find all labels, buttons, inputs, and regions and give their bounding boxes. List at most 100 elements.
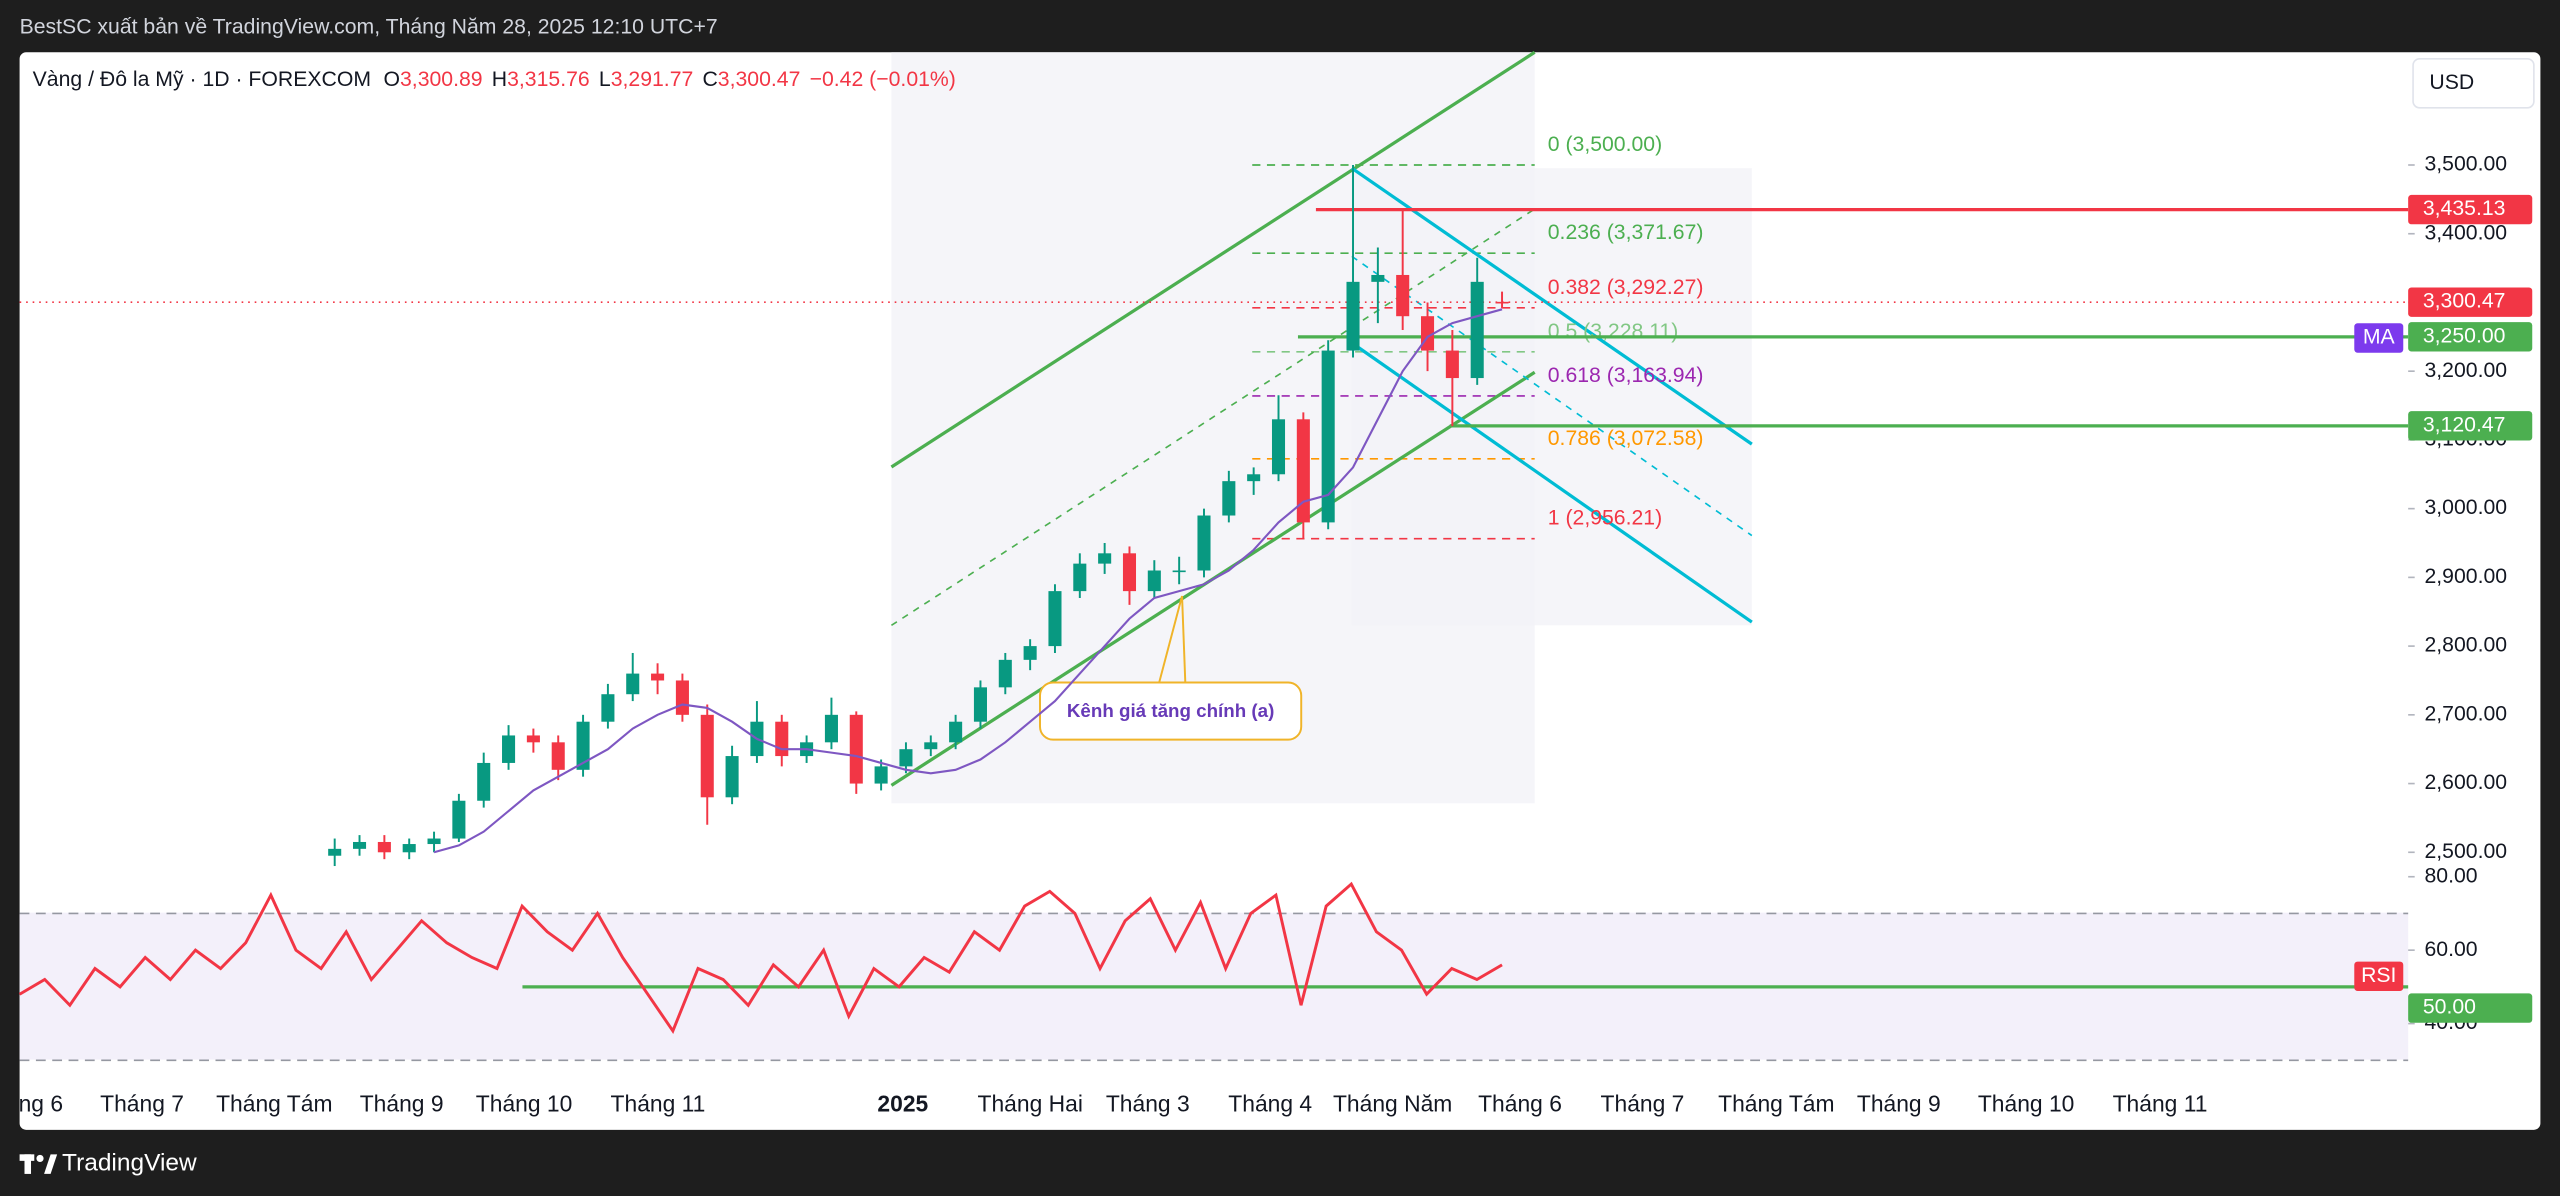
ohlc-value: 3,315.76 (507, 68, 590, 91)
logo-part (24, 1154, 32, 1174)
candle-body (775, 721, 789, 757)
fib-label: 1 (2,956.21) (1548, 507, 1662, 530)
brand: TradingView (62, 1150, 197, 1177)
channel-line (890, 50, 1536, 469)
candle-body (502, 735, 516, 763)
ohlc-value: 3,300.47 (718, 68, 801, 91)
callout-pointer (1158, 595, 1183, 683)
candle-body (874, 766, 888, 784)
candle-body (377, 841, 391, 853)
y-tick-label: 3,500.00 (2424, 153, 2507, 176)
fib-label: 0.382 (3,292.27) (1548, 276, 1704, 299)
y-tick-label: 3,200.00 (2424, 359, 2507, 382)
symbol: Vàng / Đô la Mỹ · 1D · FOREXCOM (33, 68, 371, 91)
candle-body (1023, 646, 1037, 660)
price-tag-label: 3,250.00 (2423, 324, 2506, 347)
y-tick-label: 2,600.00 (2424, 771, 2507, 794)
ohlc-value: 3,291.77 (611, 68, 694, 91)
ohlc-key: H (492, 68, 507, 91)
y-tick-label: 2,900.00 (2424, 565, 2507, 588)
candle-body (576, 721, 590, 770)
currency-button[interactable] (2412, 57, 2535, 109)
candle-body (651, 673, 665, 681)
candle-body (1222, 481, 1236, 516)
ohlc-key: C (702, 68, 717, 91)
candle-body (427, 838, 441, 845)
candle-body (626, 673, 640, 695)
currency[interactable]: USD (2429, 71, 2474, 94)
candle-body (899, 749, 913, 767)
ohlc-value: 3,300.89 (400, 68, 483, 91)
level-tag (2408, 993, 2533, 1023)
x-tick-label: Tháng 3 (1106, 1090, 1190, 1116)
x-tick-label: Tháng 11 (611, 1090, 706, 1116)
candle-body (353, 841, 367, 849)
candle-body (1321, 350, 1335, 523)
candle-body (1073, 563, 1087, 592)
x-tick-label: Tháng 10 (476, 1090, 573, 1116)
candle-body (477, 762, 491, 801)
price-tag-label: 3,435.13 (2423, 197, 2506, 220)
publisher: BestSC xuất bản về TradingView.com, Thán… (20, 15, 718, 38)
rsi-tag (2354, 961, 2404, 991)
callout-text: Kênh giá tăng chính (a) (1067, 700, 1274, 721)
y-tick-label: 2,800.00 (2424, 634, 2507, 657)
logo-part (36, 1154, 44, 1162)
x-tick-label: Tháng 7 (100, 1090, 184, 1116)
ohlc-key: L (599, 68, 611, 91)
callout-pointer (1181, 595, 1187, 683)
candle-body (924, 742, 938, 750)
candle-body (1197, 515, 1211, 571)
candle-body (328, 848, 342, 856)
rsi-line (18, 881, 1503, 1035)
candle-body (1470, 281, 1484, 379)
candle-body (402, 844, 416, 853)
legend: Vàng / Đô la Mỹ · 1D · FOREXCOM O3,300.8… (33, 68, 956, 91)
ma-tag-label: MA (2363, 326, 2396, 349)
fib-label: 0.236 (3,371.67) (1548, 221, 1704, 244)
candle-body (824, 714, 838, 743)
candle-body (1247, 474, 1261, 482)
candle-body (998, 659, 1012, 688)
candle-body (601, 694, 615, 722)
candle-body (1495, 301, 1509, 304)
x-tick-label: Tháng 11 (2113, 1090, 2208, 1116)
candle-body (1371, 274, 1385, 282)
candle-body (1296, 419, 1310, 523)
down-channel (1350, 166, 1753, 446)
x-tick-label: ng 6 (19, 1090, 63, 1116)
x-tick-label: Tháng Năm (1333, 1090, 1452, 1116)
y-tick-label: 3,000.00 (2424, 496, 2507, 519)
logo-part (44, 1154, 58, 1174)
change: −0.42 (−0.01%) (810, 68, 956, 91)
fib-label: 0.5 (3,228.11) (1548, 320, 1679, 343)
fib-label: 0.618 (3,163.94) (1548, 364, 1704, 387)
level-tag-label: 50.00 (2423, 996, 2476, 1019)
rsi-tick-label: 60.00 (2424, 938, 2477, 961)
y-tick-label: 3,400.00 (2424, 221, 2507, 244)
callout-box (1039, 681, 1303, 741)
candle-body (1147, 570, 1161, 592)
fib-label: 0 (3,500.00) (1548, 133, 1662, 156)
fib-label: 0.786 (3,072.58) (1548, 427, 1704, 450)
x-tick-label: Tháng 7 (1601, 1090, 1685, 1116)
price-tag-label: 3,300.47 (2423, 290, 2506, 313)
x-tick-label: Tháng 9 (360, 1090, 444, 1116)
candle-body (849, 714, 863, 784)
x-tick-label: Tháng 4 (1228, 1090, 1312, 1116)
candle-body (725, 756, 739, 798)
price-tag (2408, 287, 2533, 317)
y-tick-label: 2,500.00 (2424, 840, 2507, 863)
x-tick-label: Tháng Tám (1718, 1090, 1834, 1116)
x-tick-label: Tháng Hai (978, 1090, 1083, 1116)
candle-body (1122, 553, 1137, 592)
ma-line (433, 308, 1503, 854)
candle-body (1098, 553, 1112, 564)
x-tick-label: Tháng 10 (1978, 1090, 2075, 1116)
x-tick-label: Tháng Tám (216, 1090, 332, 1116)
y-tick-label: 2,700.00 (2424, 702, 2507, 725)
ohlc-key: O (383, 68, 400, 91)
price-tag (2408, 411, 2533, 441)
candle-body (675, 680, 689, 715)
